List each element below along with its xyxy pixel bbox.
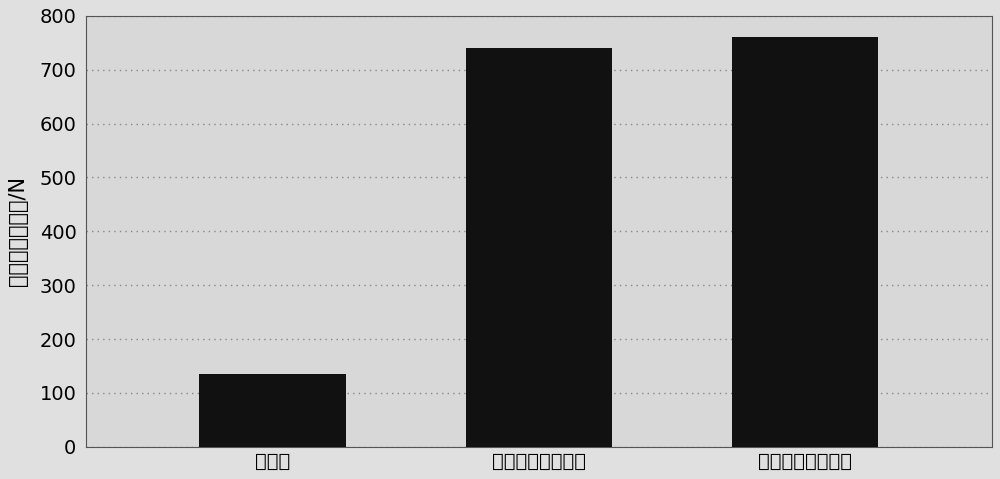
Bar — [199, 374, 346, 447]
Y-axis label: 纤维束轴向拉力/N: 纤维束轴向拉力/N — [8, 176, 28, 286]
Bar — [466, 48, 612, 447]
Bar — [732, 37, 878, 447]
